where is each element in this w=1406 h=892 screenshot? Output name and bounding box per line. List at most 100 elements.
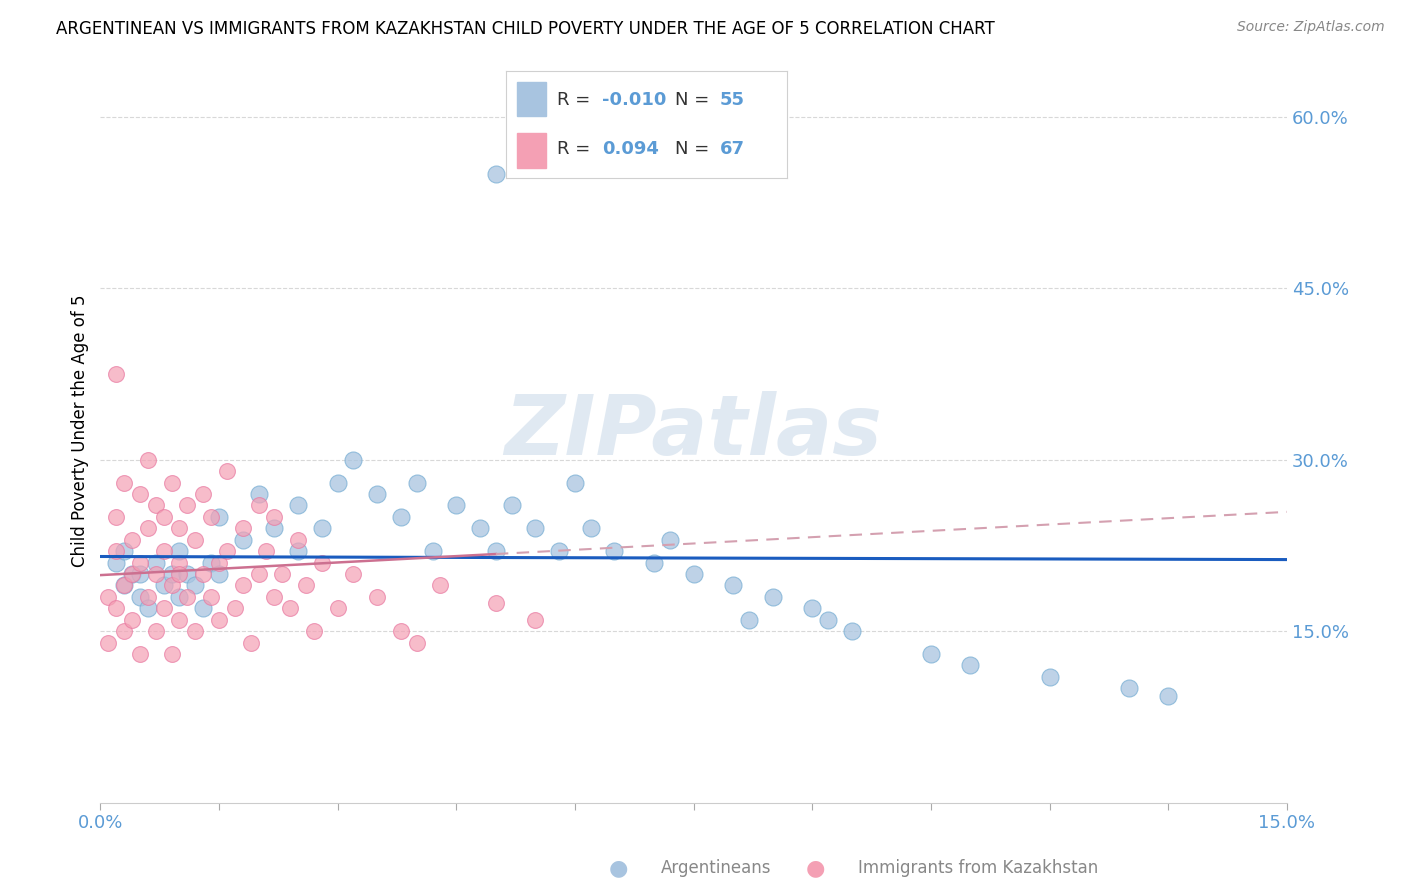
Point [129, 566, 152, 581]
Point [302, 624, 325, 639]
Point [112, 624, 135, 639]
Point [658, 533, 681, 547]
Point [169, 556, 191, 570]
Text: 0.094: 0.094 [602, 141, 658, 159]
Point [446, 499, 468, 513]
Point [112, 578, 135, 592]
Point [263, 590, 285, 604]
Point [208, 613, 231, 627]
Text: ●: ● [806, 858, 825, 878]
Text: 67: 67 [720, 141, 745, 159]
Point [105, 556, 128, 570]
Point [564, 475, 586, 490]
Point [738, 613, 761, 627]
Point [920, 647, 942, 661]
Point [278, 601, 301, 615]
Point [643, 556, 665, 570]
Text: Immigrants from Kazakhstan: Immigrants from Kazakhstan [858, 859, 1098, 877]
Point [160, 647, 183, 661]
Point [145, 499, 167, 513]
Point [801, 601, 824, 615]
Point [136, 590, 159, 604]
Point [105, 601, 128, 615]
Point [548, 544, 571, 558]
Point [193, 566, 215, 581]
Point [429, 578, 451, 592]
Point [1038, 670, 1060, 684]
Text: N =: N = [675, 91, 714, 109]
Point [232, 533, 254, 547]
Point [295, 578, 318, 592]
Point [208, 509, 231, 524]
Point [247, 487, 270, 501]
Point [184, 533, 207, 547]
Point [485, 544, 508, 558]
Point [762, 590, 785, 604]
Point [136, 601, 159, 615]
Point [193, 601, 215, 615]
Point [129, 647, 152, 661]
Point [215, 464, 238, 478]
Point [271, 566, 294, 581]
Point [247, 566, 270, 581]
Y-axis label: Child Poverty Under the Age of 5: Child Poverty Under the Age of 5 [72, 295, 89, 567]
Point [105, 367, 128, 381]
Point [287, 499, 309, 513]
Point [239, 635, 262, 649]
Point [524, 613, 547, 627]
Point [184, 624, 207, 639]
Point [389, 624, 412, 639]
Point [389, 509, 412, 524]
Point [129, 487, 152, 501]
Point [485, 167, 508, 181]
Point [682, 566, 704, 581]
Point [247, 499, 270, 513]
Point [326, 475, 349, 490]
Point [160, 578, 183, 592]
Point [112, 578, 135, 592]
Point [176, 566, 198, 581]
Text: N =: N = [675, 141, 714, 159]
Text: ●: ● [609, 858, 628, 878]
Point [311, 556, 333, 570]
Point [145, 624, 167, 639]
Point [959, 658, 981, 673]
Point [200, 590, 222, 604]
Text: 55: 55 [720, 91, 745, 109]
Point [524, 521, 547, 535]
Point [468, 521, 491, 535]
Point [579, 521, 602, 535]
Point [136, 452, 159, 467]
Point [501, 499, 523, 513]
Point [129, 590, 152, 604]
Point [121, 566, 143, 581]
Point [224, 601, 246, 615]
Point [256, 544, 278, 558]
Point [200, 509, 222, 524]
Point [152, 578, 174, 592]
Point [215, 544, 238, 558]
Point [97, 590, 120, 604]
Point [112, 475, 135, 490]
Point [121, 533, 143, 547]
Point [105, 544, 128, 558]
Point [160, 566, 183, 581]
Bar [517, 82, 546, 116]
Point [136, 521, 159, 535]
Point [169, 590, 191, 604]
Point [326, 601, 349, 615]
Point [145, 556, 167, 570]
Text: R =: R = [557, 141, 596, 159]
Point [287, 544, 309, 558]
Point [169, 566, 191, 581]
Point [232, 578, 254, 592]
Point [1157, 690, 1180, 704]
Point [342, 566, 364, 581]
Point [169, 544, 191, 558]
Point [184, 578, 207, 592]
Point [311, 521, 333, 535]
Point [208, 566, 231, 581]
Point [405, 475, 427, 490]
Point [1118, 681, 1140, 696]
Text: -0.010: -0.010 [602, 91, 666, 109]
